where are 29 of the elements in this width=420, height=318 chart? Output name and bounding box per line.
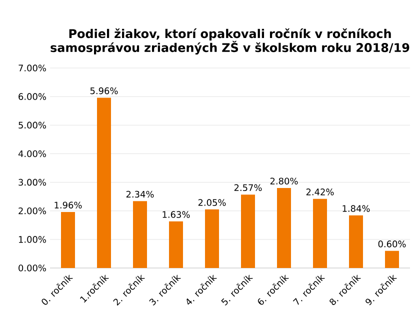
bar	[349, 215, 363, 268]
y-tick-label: 2.00%	[18, 207, 46, 214]
data-label: 2.34%	[126, 190, 154, 198]
bar	[169, 221, 183, 268]
data-label: 2.80%	[270, 178, 298, 184]
y-tick-label: 6.00%	[18, 93, 46, 100]
bar	[385, 250, 399, 268]
y-tick-label: 1.00%	[18, 236, 46, 243]
data-label: 1.96%	[54, 202, 82, 208]
y-tick-label: 0.00%	[18, 264, 46, 272]
data-label: 5.96%	[90, 87, 118, 94]
data-label: 2.42%	[306, 188, 334, 196]
y-tick-label: 5.00%	[18, 122, 46, 129]
data-label: 1.84%	[342, 205, 370, 212]
bar	[205, 209, 219, 268]
bar	[241, 194, 255, 268]
bar	[277, 188, 291, 268]
data-label: 1.63%	[162, 211, 190, 218]
bar	[133, 201, 147, 268]
y-tick-label: 7.00%	[18, 64, 46, 72]
bar	[97, 98, 111, 268]
data-label: 0.60%	[378, 240, 406, 248]
data-label: 2.05%	[198, 199, 226, 206]
bar	[313, 198, 327, 268]
chart-title: Podiel žiakov, ktorí opakovali ročník v ročníkoch samosprávou zriadených ZŠ v školskom roku 2018/19	[50, 28, 410, 55]
y-tick-label: 3.00%	[18, 178, 46, 186]
y-tick-label: 4.00%	[18, 150, 46, 158]
bar	[61, 212, 75, 268]
data-label: 2.57%	[234, 184, 262, 192]
